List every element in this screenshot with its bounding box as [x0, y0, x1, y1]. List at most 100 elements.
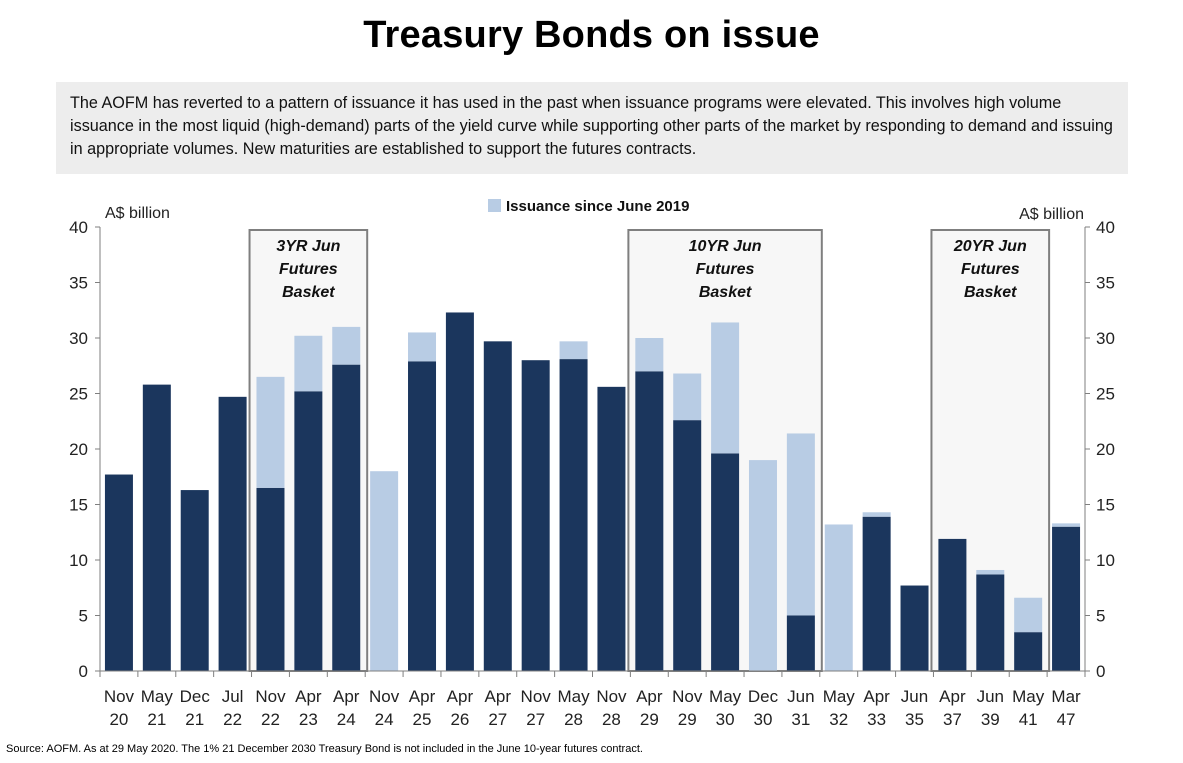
- legend-label-issuance: Issuance since June 2019: [506, 198, 689, 215]
- bar-outstanding: [862, 516, 891, 671]
- bar-issuance-since-june-2019: [635, 338, 664, 372]
- futures-basket-label: Basket: [699, 284, 752, 301]
- x-tick-label-month: May: [1012, 687, 1045, 706]
- y-axis-unit-right: A$ billion: [1019, 206, 1084, 223]
- bar-issuance-since-june-2019: [332, 326, 361, 365]
- y-tick-label-left: 10: [69, 551, 88, 570]
- bar-issuance-since-june-2019: [256, 376, 285, 488]
- bar-issuance-since-june-2019: [1052, 523, 1081, 527]
- x-tick-label-month: Jun: [787, 687, 814, 706]
- bar-outstanding: [597, 386, 626, 671]
- x-tick-label-year: 33: [867, 710, 886, 729]
- bar-issuance-since-june-2019: [1014, 597, 1043, 633]
- y-axis-unit-left: A$ billion: [105, 205, 170, 222]
- x-tick-label-year: 41: [1019, 710, 1038, 729]
- futures-basket-label: Futures: [696, 261, 755, 278]
- x-tick-label-year: 25: [413, 710, 432, 729]
- y-tick-label-right: 5: [1096, 607, 1105, 626]
- x-tick-label-month: Nov: [672, 687, 703, 706]
- x-tick-label-month: May: [141, 687, 174, 706]
- bar-issuance-since-june-2019: [748, 460, 777, 671]
- chart-legend: Issuance since June 2019: [488, 198, 689, 215]
- futures-basket-label: Futures: [279, 261, 338, 278]
- y-tick-label-left: 35: [69, 274, 88, 293]
- x-tick-label-month: Dec: [748, 687, 779, 706]
- page-title: Treasury Bonds on issue: [363, 14, 820, 56]
- bar-outstanding: [408, 361, 437, 671]
- futures-basket-label: Basket: [282, 284, 335, 301]
- x-tick-label-month: Nov: [521, 687, 552, 706]
- x-tick-label-year: 22: [261, 710, 280, 729]
- x-tick-label-month: May: [709, 687, 742, 706]
- futures-basket-label: Futures: [961, 261, 1020, 278]
- bar-issuance-since-june-2019: [976, 569, 1005, 575]
- bar-outstanding: [900, 585, 929, 671]
- x-tick-label-month: Nov: [255, 687, 286, 706]
- y-tick-label-left: 0: [79, 662, 88, 681]
- x-tick-label-year: 24: [337, 710, 356, 729]
- x-tick-label-month: Apr: [863, 687, 890, 706]
- x-tick-label-year: 30: [754, 710, 773, 729]
- treasury-bonds-chart: 3YR Jun Futures Basket 10YR Jun Futures Baske…: [69, 198, 1115, 729]
- bar-issuance-since-june-2019: [673, 373, 702, 421]
- bar-outstanding: [1052, 526, 1081, 671]
- y-tick-label-right: 40: [1096, 218, 1115, 237]
- bar-issuance-since-june-2019: [824, 524, 853, 671]
- x-tick-label-month: Dec: [180, 687, 211, 706]
- bar-outstanding: [521, 360, 550, 671]
- x-tick-label-year: 29: [678, 710, 697, 729]
- y-tick-label-left: 40: [69, 218, 88, 237]
- bar-outstanding: [294, 391, 323, 671]
- futures-basket-label: Basket: [964, 284, 1017, 301]
- y-tick-label-right: 30: [1096, 329, 1115, 348]
- legend-swatch-issuance: [488, 199, 501, 212]
- x-tick-label-year: 30: [716, 710, 735, 729]
- x-tick-label-month: Apr: [333, 687, 360, 706]
- x-tick-label-month: Jul: [222, 687, 244, 706]
- chart-axes: 0 0 5 5 10 10 15 15 20 20 25 25 30 30 35 35 40 40 Nov 20 May…: [69, 218, 1115, 729]
- x-tick-label-month: Nov: [104, 687, 135, 706]
- bar-outstanding: [635, 371, 664, 671]
- x-tick-label-year: 27: [488, 710, 507, 729]
- x-tick-label-year: 37: [943, 710, 962, 729]
- x-tick-label-year: 22: [223, 710, 242, 729]
- futures-basket-label: 20YR Jun: [953, 238, 1027, 255]
- x-tick-label-month: Nov: [369, 687, 400, 706]
- y-tick-label-right: 35: [1096, 274, 1115, 293]
- bar-issuance-since-june-2019: [294, 335, 323, 392]
- x-tick-label-year: 23: [299, 710, 318, 729]
- x-tick-label-month: May: [823, 687, 856, 706]
- bar-issuance-since-june-2019: [559, 341, 588, 360]
- bar-issuance-since-june-2019: [408, 332, 437, 362]
- x-tick-label-month: Apr: [939, 687, 966, 706]
- intro-text-box: The AOFM has reverted to a pattern of is…: [56, 82, 1128, 174]
- y-tick-label-left: 15: [69, 496, 88, 515]
- x-tick-label-month: Apr: [636, 687, 663, 706]
- bar-outstanding: [673, 420, 702, 671]
- bar-outstanding: [711, 453, 740, 671]
- bar-outstanding: [218, 396, 247, 671]
- y-tick-label-right: 0: [1096, 662, 1105, 681]
- x-tick-label-year: 32: [829, 710, 848, 729]
- bar-outstanding: [256, 487, 285, 671]
- y-tick-label-right: 10: [1096, 551, 1115, 570]
- x-tick-label-year: 39: [981, 710, 1000, 729]
- bar-issuance-since-june-2019: [862, 512, 891, 517]
- bar-outstanding: [180, 490, 209, 671]
- x-tick-label-year: 28: [602, 710, 621, 729]
- y-tick-label-left: 25: [69, 385, 88, 404]
- source-note: Source: AOFM. As at 29 May 2020. The 1% …: [6, 743, 643, 755]
- y-tick-label-right: 25: [1096, 385, 1115, 404]
- x-tick-label-month: Mar: [1051, 687, 1081, 706]
- x-tick-label-month: May: [557, 687, 590, 706]
- x-tick-label-year: 47: [1057, 710, 1076, 729]
- bar-outstanding: [1014, 632, 1043, 671]
- bar-outstanding: [938, 538, 967, 671]
- x-tick-label-month: Apr: [447, 687, 474, 706]
- bar-outstanding: [445, 312, 474, 671]
- x-tick-label-year: 21: [147, 710, 166, 729]
- futures-basket-label: 3YR Jun: [276, 238, 340, 255]
- y-tick-label-left: 20: [69, 440, 88, 459]
- x-tick-label-month: Nov: [596, 687, 627, 706]
- y-tick-label-right: 20: [1096, 440, 1115, 459]
